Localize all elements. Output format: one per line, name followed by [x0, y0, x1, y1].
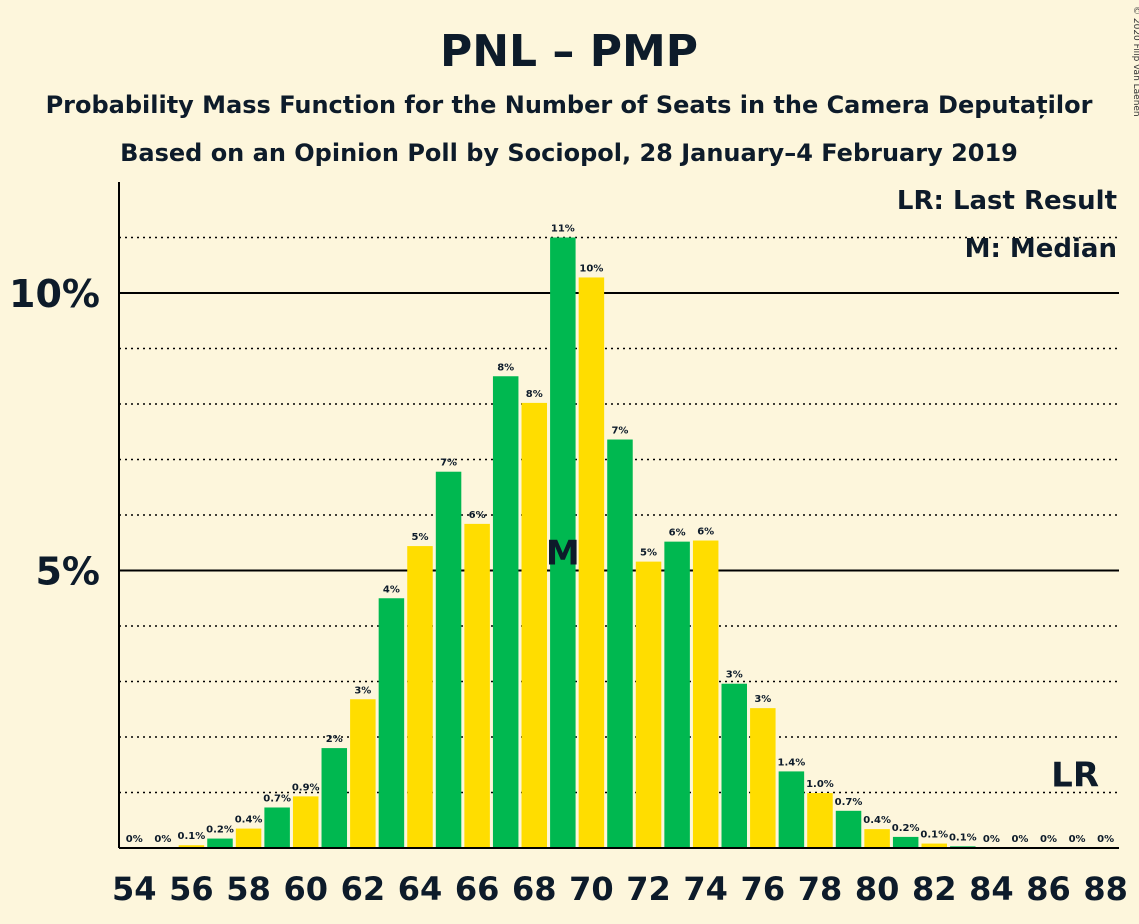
- x-tick-label: 86: [1026, 870, 1071, 908]
- bar-seat-82: [921, 843, 947, 848]
- bar-seat-67: [492, 376, 519, 848]
- bar-seat-72: [635, 561, 662, 848]
- bar-value-label: 3%: [354, 685, 371, 696]
- bar-value-label: 10%: [579, 263, 603, 274]
- bar-value-label: 3%: [726, 670, 743, 681]
- bar-seat-80: [864, 829, 890, 848]
- bar-value-label: 0%: [154, 834, 171, 845]
- bar-seat-76: [750, 708, 776, 848]
- bar-seat-69: [550, 237, 576, 848]
- bar-value-label: 7%: [611, 426, 628, 437]
- bar-value-label: 0%: [1040, 834, 1057, 845]
- x-tick-label: 84: [969, 870, 1014, 908]
- bar-value-label: 0.4%: [863, 815, 891, 826]
- bar-seat-70: [578, 277, 605, 849]
- x-tick-label: 76: [741, 870, 786, 908]
- bar-value-label: 0%: [1069, 834, 1086, 845]
- bar-value-label: 8%: [526, 389, 543, 400]
- bar-value-label: 8%: [497, 362, 514, 373]
- x-tick-label: 64: [398, 870, 443, 908]
- y-tick-label: 10%: [9, 272, 100, 316]
- x-tick-label: 60: [283, 870, 328, 908]
- bar-labels-group: 0% 0% 0.1%0.2%0.4%0.7%0.9%2%3%4%5%7%6%8%8%…: [126, 224, 1114, 846]
- median-marker: M: [546, 534, 580, 574]
- bar-seat-65: [435, 471, 462, 848]
- bar-seat-56: [178, 845, 205, 848]
- bar-seat-66: [464, 523, 490, 848]
- bar-seat-64: [407, 546, 433, 848]
- bar-seat-60: [292, 796, 319, 848]
- x-tick-label: 58: [226, 870, 271, 908]
- x-tick-label: 72: [626, 870, 671, 908]
- bar-value-label: 0%: [126, 834, 143, 845]
- bar-seat-68: [521, 402, 548, 848]
- copyright-notice: © 2020 Filip van Laenen: [1131, 6, 1139, 117]
- x-tick-label: 66: [455, 870, 500, 908]
- y-tick-labels: 5% 10%: [9, 272, 100, 594]
- bar-seat-81: [892, 836, 919, 848]
- bar-value-label: 1.0%: [806, 779, 834, 790]
- bar-value-label: 0.1%: [949, 832, 977, 843]
- chart-source-line: Based on an Opinion Poll by Sociopol, 28…: [120, 139, 1018, 167]
- x-tick-label: 74: [683, 870, 728, 908]
- bar-seat-78: [807, 793, 833, 848]
- y-tick-label: 5%: [35, 550, 100, 594]
- x-tick-label: 80: [855, 870, 900, 908]
- bar-seat-74: [692, 540, 719, 848]
- chart-subtitle: Probability Mass Function for the Number…: [46, 91, 1093, 119]
- legend-median: M: Median: [965, 234, 1117, 264]
- bar-value-label: 3%: [754, 694, 771, 705]
- bar-seat-75: [721, 683, 748, 848]
- last-result-marker: LR: [1051, 756, 1099, 796]
- bar-value-label: 4%: [383, 584, 400, 595]
- bar-value-label: 0.2%: [206, 825, 234, 836]
- bar-seat-61: [321, 748, 348, 848]
- x-tick-label: 62: [341, 870, 386, 908]
- x-tick-label: 82: [912, 870, 957, 908]
- bar-value-label: 0.2%: [892, 823, 920, 834]
- x-tick-label: 78: [798, 870, 843, 908]
- bar-value-label: 6%: [469, 510, 486, 521]
- x-tick-label: 88: [1083, 870, 1128, 908]
- bar-value-label: 0.1%: [178, 831, 206, 842]
- legend-last-result: LR: Last Result: [897, 186, 1117, 216]
- x-tick-label: 70: [569, 870, 614, 908]
- bar-value-label: 6%: [697, 527, 714, 538]
- x-tick-labels: 54 56 58 60 62 64 66 68 70 72 74 76 78 80 82 84 86 88: [112, 870, 1128, 908]
- bar-value-label: 0.1%: [920, 830, 948, 841]
- bar-value-label: 2%: [326, 734, 343, 745]
- bar-value-label: 7%: [440, 458, 457, 469]
- bar-seat-58: [235, 828, 262, 848]
- bar-value-label: 0.7%: [835, 797, 863, 808]
- bar-seat-57: [207, 838, 233, 848]
- bar-value-label: 5%: [411, 532, 428, 543]
- bar-value-label: 0%: [983, 834, 1000, 845]
- x-tick-label: 68: [512, 870, 557, 908]
- bar-value-label: 6%: [669, 528, 686, 539]
- bar-value-label: 0.9%: [292, 782, 320, 793]
- bar-value-label: 5%: [640, 548, 657, 559]
- x-tick-label: 56: [169, 870, 214, 908]
- bar-seat-77: [778, 771, 805, 848]
- bar-value-label: 11%: [551, 224, 575, 235]
- bar-seat-79: [835, 810, 862, 848]
- bar-seat-62: [350, 699, 376, 848]
- bar-value-label: 0%: [1097, 834, 1114, 845]
- x-tick-label: 54: [112, 870, 157, 908]
- chart-title: PNL – PMP: [440, 26, 698, 77]
- bar-seat-59: [264, 807, 290, 848]
- bar-seat-73: [664, 541, 690, 848]
- bar-value-label: 0%: [1011, 834, 1028, 845]
- bar-seat-71: [607, 439, 633, 848]
- bars-group: [178, 237, 976, 849]
- bar-value-label: 0.4%: [235, 815, 263, 826]
- bar-value-label: 0.7%: [263, 793, 291, 804]
- bar-seat-63: [378, 598, 405, 848]
- bar-value-label: 1.4%: [778, 757, 806, 768]
